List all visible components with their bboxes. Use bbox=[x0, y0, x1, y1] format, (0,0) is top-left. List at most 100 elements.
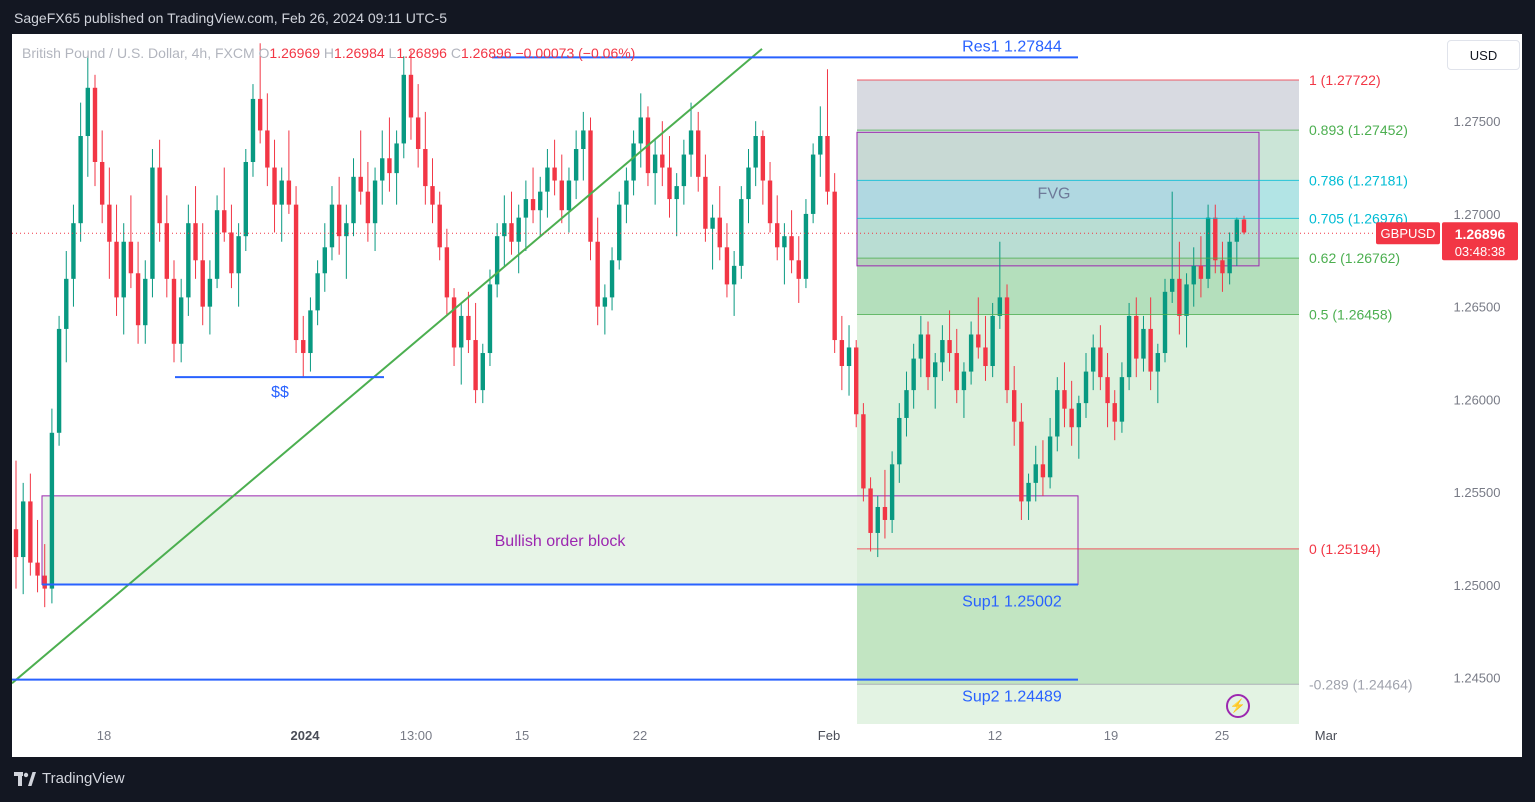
candle-body bbox=[875, 506, 880, 533]
candle-body bbox=[861, 414, 866, 489]
level-label: Sup2 1.24489 bbox=[962, 689, 1062, 706]
candle-body bbox=[595, 241, 600, 307]
candle-body bbox=[846, 347, 852, 367]
x-tick-label: 15 bbox=[515, 728, 529, 743]
candle-body bbox=[387, 158, 392, 174]
change-value: −0.00073 (−0.06%) bbox=[515, 45, 636, 61]
candle-body bbox=[236, 236, 241, 274]
fib-label: 1 (1.27722) bbox=[1309, 72, 1381, 88]
candle-body bbox=[99, 161, 105, 205]
price-chart[interactable]: 1 (1.27722) 0.893 (1.27452) 0.786 (1.27181… bbox=[12, 34, 1522, 757]
candle-body bbox=[1227, 241, 1232, 274]
tradingview-logo[interactable]: TradingView bbox=[14, 770, 125, 787]
candle-body bbox=[1162, 291, 1168, 354]
footer-bar: TradingView bbox=[0, 757, 1535, 802]
candle-body bbox=[415, 117, 421, 149]
candle-body bbox=[1076, 403, 1082, 428]
x-tick-label: 25 bbox=[1215, 728, 1229, 743]
candle-body bbox=[710, 217, 715, 229]
candle-body bbox=[990, 315, 995, 367]
candle-body bbox=[832, 191, 837, 341]
candle-body bbox=[336, 204, 342, 237]
candle-body bbox=[868, 488, 873, 533]
price-tag bbox=[1442, 222, 1518, 261]
candle-body bbox=[473, 340, 478, 391]
candle-body bbox=[178, 297, 184, 344]
candle-body bbox=[660, 154, 665, 168]
candle-body bbox=[911, 358, 916, 391]
candle-body bbox=[1191, 265, 1196, 285]
candle-body bbox=[1090, 347, 1096, 372]
candle-body bbox=[696, 130, 701, 177]
trend-line bbox=[12, 48, 763, 684]
candle-body bbox=[925, 334, 931, 378]
lightning-alert-icon[interactable]: ⚡ bbox=[1226, 694, 1250, 718]
y-tick-label: 1.26500 bbox=[1454, 300, 1501, 315]
candle-body bbox=[1241, 219, 1247, 233]
candle-body bbox=[882, 506, 888, 520]
candle-body bbox=[308, 310, 313, 354]
candle-body bbox=[1040, 464, 1046, 478]
candle-body bbox=[466, 315, 471, 341]
candle-body bbox=[229, 232, 234, 274]
candle-body bbox=[688, 130, 694, 155]
y-tick-label: 1.27500 bbox=[1454, 114, 1501, 129]
countdown-text: 03:48:38 bbox=[1455, 244, 1506, 259]
candle-body bbox=[1026, 482, 1031, 502]
candle-body bbox=[20, 501, 26, 558]
candle-body bbox=[401, 74, 406, 144]
candle-body bbox=[947, 340, 952, 354]
candle-body bbox=[121, 241, 126, 298]
y-tick-label: 1.25000 bbox=[1454, 578, 1501, 593]
candle-body bbox=[1004, 297, 1010, 391]
candle-body bbox=[143, 278, 148, 326]
candle-body bbox=[1019, 421, 1024, 502]
candle-body bbox=[796, 260, 801, 279]
candle-body bbox=[617, 204, 622, 261]
candle-body bbox=[961, 371, 967, 391]
candle-body bbox=[200, 260, 205, 307]
symbol-name: British Pound / U.S. Dollar, 4h, FXCM bbox=[22, 45, 255, 61]
candle-body bbox=[897, 417, 902, 465]
candle-body bbox=[56, 328, 62, 433]
candle-body bbox=[114, 241, 119, 298]
fib-zone-lower bbox=[857, 684, 1299, 724]
symbol-tag bbox=[1376, 222, 1440, 245]
candle-body bbox=[157, 167, 162, 224]
level-label: Sup1 1.25002 bbox=[962, 594, 1062, 611]
fib-zone bbox=[857, 80, 1299, 131]
candle-body bbox=[818, 136, 823, 155]
candle-body bbox=[1055, 390, 1060, 437]
candle-body bbox=[459, 315, 464, 348]
candle-body bbox=[423, 149, 428, 187]
candle-body bbox=[624, 180, 629, 205]
currency-button[interactable]: USD bbox=[1447, 40, 1520, 70]
candle-body bbox=[444, 247, 450, 298]
y-tick-label: 1.27000 bbox=[1454, 207, 1501, 222]
x-axis[interactable]: 18 2024 13:00 15 22 Feb 12 19 25 Mar bbox=[97, 728, 1338, 743]
candle-body bbox=[516, 217, 521, 242]
candle-body bbox=[1069, 408, 1074, 428]
candle-body bbox=[480, 353, 485, 391]
candle-body bbox=[746, 167, 751, 200]
candle-body bbox=[502, 223, 507, 237]
candle-body bbox=[652, 154, 658, 174]
candle-body bbox=[1011, 390, 1017, 422]
candle-body bbox=[602, 297, 608, 307]
candle-body bbox=[739, 199, 744, 266]
candle-body bbox=[638, 117, 643, 144]
lines-layer bbox=[12, 48, 1437, 685]
candle-body bbox=[631, 143, 636, 181]
symbol-legend: British Pound / U.S. Dollar, 4h, FXCM O1… bbox=[22, 45, 635, 61]
candle-body bbox=[674, 186, 679, 200]
fib-label: 0 (1.25194) bbox=[1309, 541, 1381, 557]
candle-body bbox=[214, 210, 220, 279]
candles-layer bbox=[13, 43, 1247, 608]
fib-label: 0.786 (1.27181) bbox=[1309, 172, 1408, 188]
fib-zone bbox=[857, 258, 1299, 315]
x-tick-label: 18 bbox=[97, 728, 111, 743]
y-axis[interactable]: 1.27500 1.27000 1.26500 1.26000 1.25500 1.250… bbox=[1376, 114, 1518, 686]
candle-body bbox=[1198, 265, 1204, 279]
candle-body bbox=[889, 464, 895, 520]
candle-body bbox=[760, 136, 766, 181]
